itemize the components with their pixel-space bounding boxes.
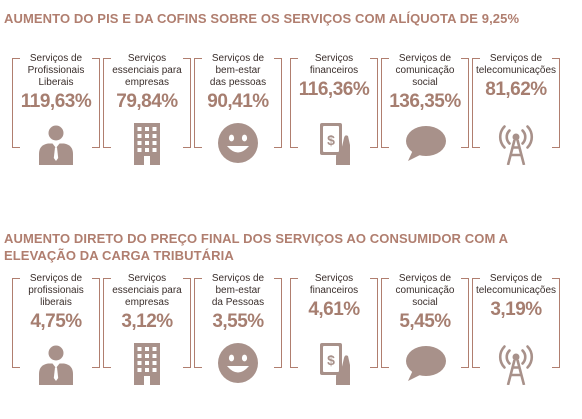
card-bracket-left <box>12 58 20 148</box>
money-hand-icon: $ <box>312 121 356 165</box>
service-label: Serviços financeiros <box>309 273 359 296</box>
service-card: Serviços financeiros 4,61% $ <box>290 273 378 385</box>
antenna-icon <box>494 341 538 385</box>
building-icon <box>125 341 169 385</box>
card-bracket-right <box>552 58 560 148</box>
card-bracket-right <box>370 278 378 368</box>
service-card: Serviços de telecomunicações 81,62% <box>472 53 560 165</box>
card-bracket-left <box>12 278 20 368</box>
card-bracket-left <box>290 58 298 148</box>
service-label: Serviços de telecomunicações <box>475 53 557 76</box>
businessman-icon <box>34 121 78 165</box>
card-bracket-left <box>381 278 389 368</box>
card-bracket-left <box>103 278 111 368</box>
percentage-value: 136,35% <box>389 91 461 112</box>
percentage-value: 3,55% <box>212 311 264 332</box>
card-bracket-left <box>472 278 480 368</box>
service-label: Serviços de comunicação social <box>395 273 455 308</box>
card-bracket-right <box>274 278 282 368</box>
card-bracket-right <box>461 58 469 148</box>
money-hand-icon: $ <box>312 341 356 385</box>
svg-text:$: $ <box>327 352 335 368</box>
card-bracket-left <box>290 278 298 368</box>
service-card: Serviços de comunicação social 136,35% <box>381 53 469 161</box>
card-bracket-right <box>370 58 378 148</box>
percentage-value: 4,75% <box>30 311 82 332</box>
card-bracket-left <box>472 58 480 148</box>
percentage-value: 3,19% <box>490 299 542 320</box>
percentage-value: 119,63% <box>20 91 92 112</box>
service-card: Serviços financeiros 116,36% $ <box>290 53 378 165</box>
card-bracket-left <box>103 58 111 148</box>
percentage-value: 3,12% <box>121 311 173 332</box>
service-label: Serviços essenciais para empresas <box>112 53 182 88</box>
service-card: Serviços de comunicação social 5,45% <box>381 273 469 381</box>
smiley-icon <box>216 121 260 165</box>
percentage-value: 79,84% <box>116 91 178 112</box>
smiley-icon <box>216 341 260 385</box>
service-card: Serviços de telecomunicações 3,19% <box>472 273 560 385</box>
building-icon <box>125 121 169 165</box>
service-card: Serviços essenciais para empresas 3,12% <box>103 273 191 385</box>
card-bracket-right <box>274 58 282 148</box>
percentage-value: 116,36% <box>298 79 370 100</box>
service-card: Serviços de bem-estar da Pessoas 3,55% <box>194 273 282 383</box>
service-label: Serviços de comunicação social <box>395 53 455 88</box>
service-label: Serviços de bem-estar das pessoas <box>209 53 267 88</box>
card-bracket-right <box>92 278 100 368</box>
section-title: AUMENTO DIRETO DO PREÇO FINAL DOS SERVIÇ… <box>4 231 508 263</box>
service-label: Serviços financeiros <box>309 53 359 76</box>
card-bracket-right <box>461 278 469 368</box>
card-bracket-right <box>183 278 191 368</box>
service-card: Serviços de Profissionais Liberais 119,63… <box>12 53 100 165</box>
card-bracket-right <box>92 58 100 148</box>
card-bracket-right <box>183 58 191 148</box>
antenna-icon <box>494 121 538 165</box>
speech-bubble-icon <box>403 341 447 385</box>
card-bracket-left <box>381 58 389 148</box>
businessman-icon <box>34 341 78 385</box>
service-label: Serviços essenciais para empresas <box>112 273 182 308</box>
percentage-value: 90,41% <box>207 91 269 112</box>
card-bracket-left <box>194 278 202 368</box>
percentage-value: 5,45% <box>399 311 451 332</box>
service-card: Serviços essenciais para empresas 79,84% <box>103 53 191 165</box>
service-label: Serviços de bem-estar da Pessoas <box>211 273 265 308</box>
section-title: AUMENTO DO PIS E DA COFINS SOBRE OS SERV… <box>4 11 520 26</box>
svg-text:$: $ <box>327 132 335 148</box>
service-label: Serviços de telecomunicações <box>475 273 557 296</box>
service-card: Serviços de bem-estar das pessoas 90,41% <box>194 53 282 163</box>
card-bracket-right <box>552 278 560 368</box>
percentage-value: 4,61% <box>308 299 360 320</box>
service-label: Serviços de Profissionais Liberais <box>27 53 85 88</box>
percentage-value: 81,62% <box>485 79 547 100</box>
service-card: Serviços de profissionais liberais 4,75% <box>12 273 100 385</box>
card-bracket-left <box>194 58 202 148</box>
service-label: Serviços de profissionais liberais <box>28 273 84 308</box>
speech-bubble-icon <box>403 121 447 165</box>
